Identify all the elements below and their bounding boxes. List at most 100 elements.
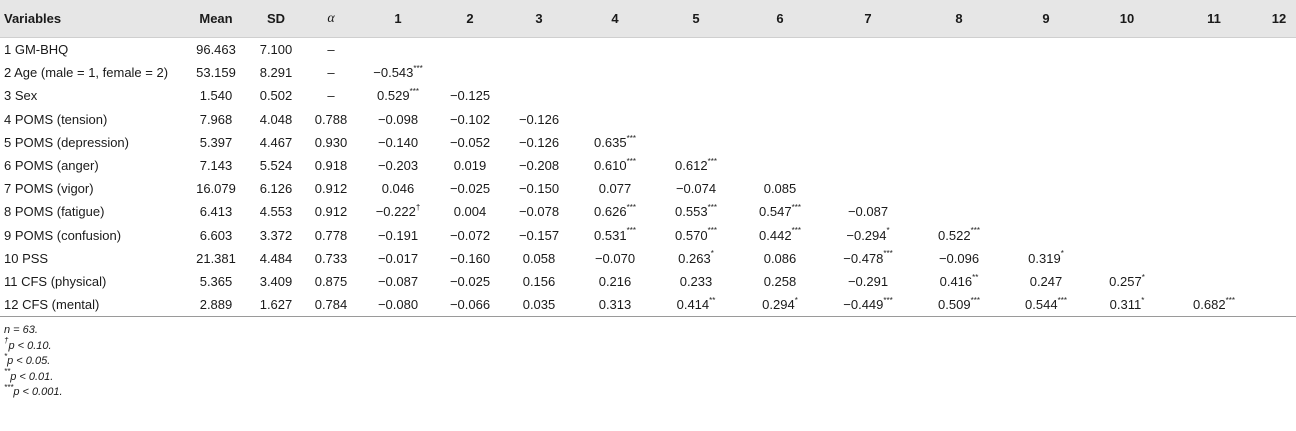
significance-marker: ***: [883, 249, 893, 259]
correlation-cell: [1166, 247, 1262, 270]
header-col-7: 7: [822, 0, 914, 38]
alpha-value: –: [327, 65, 335, 81]
sd-value: 3.372: [259, 227, 293, 243]
correlation-cell: −0.087: [358, 270, 438, 293]
footnote: †p < 0.10.: [4, 337, 1296, 355]
correlation-cell: −0.208: [502, 154, 576, 177]
correlation-value: 0.319: [1028, 250, 1061, 266]
sd-value: 4.048: [259, 111, 293, 127]
correlation-cell: −0.126: [502, 108, 576, 131]
correlation-value: 0.058: [522, 250, 556, 266]
correlation-value: −0.066: [449, 297, 491, 313]
correlation-value: 0.635: [594, 134, 627, 150]
correlation-cell: [1166, 131, 1262, 154]
mean-value: 7.968: [199, 111, 233, 127]
mean-value: 96.463: [196, 42, 236, 58]
correlation-cell: −0.125: [438, 84, 502, 107]
correlation-value: 0.216: [598, 273, 632, 289]
correlation-cell: [1004, 131, 1088, 154]
significance-marker: ***: [970, 226, 980, 236]
correlation-value: 0.612: [675, 158, 708, 174]
correlation-cell: 0.247: [1004, 270, 1088, 293]
correlation-value: 0.085: [763, 181, 797, 197]
variable-label: 12 CFS (mental): [0, 293, 184, 318]
correlation-cell: [1262, 200, 1296, 223]
sd-value: 5.524: [259, 158, 293, 174]
significance-marker: *: [886, 226, 890, 236]
correlation-value: 0.416: [939, 273, 973, 289]
correlation-cell: −0.102: [438, 108, 502, 131]
table-row: 2 Age (male = 1, female = 2) 53.159 8.291 –…: [0, 61, 1296, 84]
correlation-cell: 0.019: [438, 154, 502, 177]
table-footnotes: n = 63. †p < 0.10. *p < 0.05. **p < 0.01. **…: [0, 323, 1296, 401]
correlation-cell: 0.553***: [654, 200, 738, 223]
correlation-value: 0.311: [1109, 297, 1142, 313]
variable-label: 9 POMS (confusion): [4, 227, 122, 243]
correlation-cell: 0.058: [502, 247, 576, 270]
correlation-cell: [1004, 38, 1088, 62]
correlation-cell: [654, 84, 738, 107]
mean-value: 16.079: [196, 181, 236, 197]
footnote-text: n = 63.: [4, 324, 38, 337]
sd-value: 1.627: [248, 293, 304, 318]
correlation-cell: 0.258: [738, 270, 822, 293]
correlation-value: −0.294: [846, 227, 887, 243]
correlation-value: −0.080: [377, 297, 419, 313]
alpha-value: –: [327, 42, 335, 58]
correlation-cell: [914, 177, 1004, 200]
correlation-cell: −0.150: [502, 177, 576, 200]
correlation-cell: [738, 84, 822, 107]
correlation-cell: [1166, 108, 1262, 131]
significance-marker: ***: [626, 133, 636, 143]
correlation-cell: [738, 38, 822, 62]
header-col-4: 4: [576, 0, 654, 38]
table-body: 1 GM-BHQ 96.463 7.100–2 Age (male = 1, fem…: [0, 38, 1296, 318]
correlation-cell: [1262, 270, 1296, 293]
correlation-cell: −0.025: [438, 270, 502, 293]
header-col-1: 1: [358, 0, 438, 38]
correlation-cell: [576, 38, 654, 62]
table-row: 5 POMS (depression) 5.397 4.467 0.930 −0.140…: [0, 131, 1296, 154]
table-row: 10 PSS 21.381 4.484 0.733 −0.017 −0.160 0.058 −…: [0, 247, 1296, 270]
significance-marker: ***: [409, 87, 419, 97]
correlation-value: 0.313: [598, 297, 632, 313]
header-col-5: 5: [654, 0, 738, 38]
correlation-value: 0.019: [453, 158, 487, 174]
correlation-cell: 0.682***: [1166, 293, 1262, 318]
correlation-cell: 0.077: [576, 177, 654, 200]
footnote-marker: **: [4, 367, 11, 377]
correlation-value: −0.098: [377, 111, 419, 127]
significance-marker: ***: [626, 226, 636, 236]
footnote-marker: *: [4, 351, 8, 361]
correlation-cell: [914, 200, 1004, 223]
correlation-cell: −0.096: [914, 247, 1004, 270]
significance-marker: ***: [791, 203, 801, 213]
correlation-cell: 0.263*: [654, 247, 738, 270]
significance-marker: ***: [707, 156, 717, 166]
sd-value: 4.467: [259, 134, 293, 150]
correlation-value: −0.025: [449, 181, 491, 197]
correlation-cell: −0.025: [438, 177, 502, 200]
correlation-cell: [822, 177, 914, 200]
correlation-table-container: Variables Mean SD α 1 2 3 4 5 6 7 8 9 10…: [0, 0, 1296, 401]
correlation-cell: [738, 108, 822, 131]
variable-label: 11 CFS (physical): [4, 273, 107, 289]
correlation-value: −0.291: [847, 273, 889, 289]
correlation-cell: −0.078: [502, 200, 576, 223]
correlation-cell: [1088, 247, 1166, 270]
correlation-value: −0.157: [518, 227, 560, 243]
correlation-cell: [1166, 177, 1262, 200]
alpha-value: 0.918: [314, 158, 348, 174]
header-col-10: 10: [1088, 0, 1166, 38]
mean-value: 53.159: [196, 65, 236, 81]
mean-value: 21.381: [196, 250, 236, 266]
header-variables: Variables: [0, 0, 184, 38]
correlation-value: 0.258: [763, 273, 797, 289]
correlation-cell: 0.529***: [358, 84, 438, 107]
correlation-cell: [1088, 200, 1166, 223]
correlation-cell: −0.140: [358, 131, 438, 154]
table-row: 3 Sex 1.540 0.502 – 0.529*** −0.125: [0, 84, 1296, 107]
correlation-cell: −0.074: [654, 177, 738, 200]
correlation-cell: 0.612***: [654, 154, 738, 177]
correlation-cell: −0.160: [438, 247, 502, 270]
